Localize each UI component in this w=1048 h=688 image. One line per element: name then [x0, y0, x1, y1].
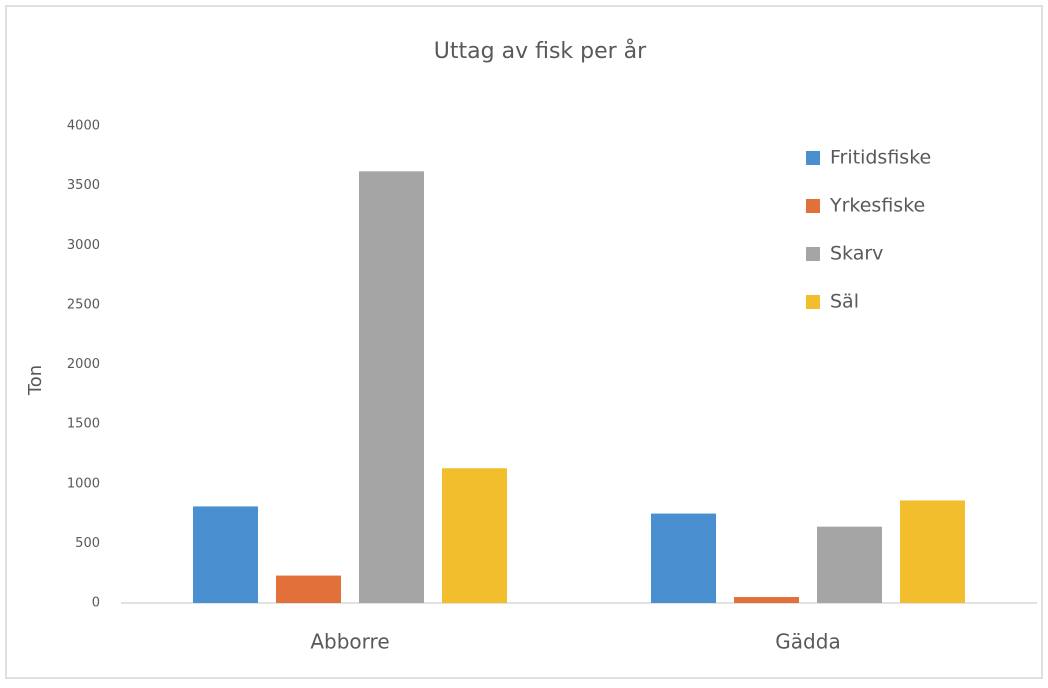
bar — [900, 500, 965, 603]
y-tick-label: 500 — [75, 536, 100, 551]
legend-swatch — [806, 199, 820, 213]
y-axis-label: Ton — [25, 365, 46, 396]
y-tick-label: 0 — [92, 596, 100, 611]
y-tick-label: 1000 — [67, 476, 100, 491]
chart-border — [5, 5, 1043, 679]
y-tick-label: 2500 — [67, 297, 100, 312]
bar — [276, 575, 341, 603]
y-tick-label: 2000 — [67, 357, 100, 372]
legend-label: Säl — [830, 291, 859, 313]
bar — [442, 468, 507, 603]
chart-title: Uttag av fisk per år — [434, 38, 647, 64]
legend-label: Fritidsfiske — [830, 147, 931, 169]
legend-swatch — [806, 247, 820, 261]
legend-label: Skarv — [830, 243, 883, 265]
y-tick-label: 3500 — [67, 178, 100, 193]
bar — [193, 506, 258, 603]
bar — [651, 513, 716, 603]
y-tick-label: 3000 — [67, 238, 100, 253]
y-tick-label: 1500 — [67, 417, 100, 432]
legend-swatch — [806, 295, 820, 309]
bar — [817, 526, 882, 603]
legend-label: Yrkesfiske — [829, 195, 925, 217]
bar — [359, 171, 424, 603]
y-tick-label: 4000 — [67, 119, 100, 134]
x-tick-label: Abborre — [310, 630, 389, 654]
bar — [734, 597, 799, 603]
x-tick-label: Gädda — [775, 630, 840, 654]
legend-swatch — [806, 151, 820, 165]
